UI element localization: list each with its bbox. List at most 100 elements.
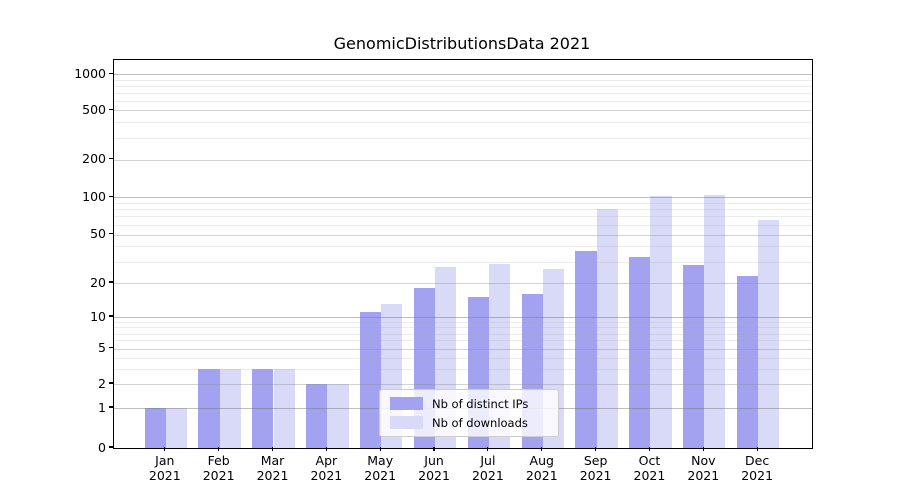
gridline-minor-y-400: [114, 122, 812, 124]
bar-downloads-dec: [758, 220, 780, 448]
x-label-month: Apr: [315, 452, 338, 468]
y-tick-1000: [109, 72, 113, 74]
y-tick-50: [109, 232, 113, 235]
chart-title: GenomicDistributionsData 2021: [333, 34, 591, 53]
gridline-minor-y-600: [114, 100, 812, 102]
gridline-minor-y-3: [114, 369, 812, 371]
gridline-minor-y-8: [114, 327, 812, 329]
x-label-year: 2021: [525, 468, 558, 483]
x-label-month: Aug: [529, 452, 554, 468]
y-tick-500: [109, 108, 113, 110]
x-label-year: 2021: [148, 468, 181, 483]
x-label-month: Jan: [155, 452, 175, 468]
x-label-month: Dec: [745, 452, 770, 468]
x-tick-jul: [487, 447, 489, 451]
legend-swatch-icon: [390, 416, 423, 429]
gridline-minor-y-4: [114, 357, 812, 359]
x-tick-may: [379, 447, 381, 451]
x-tick-label-mar: Mar 2021: [245, 453, 301, 484]
bar-downloads-mar: [273, 369, 295, 448]
y-tick-label-1000: 1000: [74, 65, 106, 81]
gridline-minor-y-90: [114, 202, 812, 204]
x-label-year: 2021: [579, 468, 612, 483]
bar-distinct-ips-mar: [252, 369, 274, 448]
legend-label: Nb of distinct IPs: [432, 396, 529, 411]
bar-distinct-ips-oct: [629, 256, 651, 448]
gridline-y-100: [114, 197, 812, 199]
gridline-y-20: [114, 283, 812, 284]
x-tick-label-jun: Jun 2021: [406, 453, 462, 484]
y-tick-label-10: 10: [90, 308, 106, 324]
x-label-year: 2021: [418, 468, 450, 483]
y-tick-label-2: 2: [98, 375, 106, 391]
bar-distinct-ips-sep: [575, 250, 597, 448]
gridline-y-2: [114, 384, 812, 385]
bar-downloads-nov: [704, 195, 726, 448]
x-tick-nov: [702, 447, 704, 451]
x-label-year: 2021: [310, 468, 343, 483]
x-tick-label-may: May 2021: [352, 453, 408, 484]
y-tick-200: [109, 157, 113, 160]
x-label-month: Sep: [583, 452, 608, 468]
x-label-month: Mar: [260, 452, 285, 468]
x-tick-jan: [164, 447, 166, 451]
x-label-month: Jun: [424, 452, 444, 468]
bar-downloads-sep: [596, 209, 618, 448]
bar-distinct-ips-dec: [736, 275, 759, 448]
x-tick-label-sep: Sep 2021: [568, 453, 624, 484]
bar-distinct-ips-jan: [144, 408, 166, 448]
y-tick-1: [109, 406, 113, 408]
gridline-y-200: [114, 159, 812, 161]
gridline-y-5: [114, 348, 812, 350]
x-label-month: Nov: [691, 452, 716, 468]
bar-distinct-ips-may: [360, 312, 382, 448]
x-tick-mar: [271, 447, 274, 451]
gridline-minor-y-70: [114, 216, 812, 218]
gridline-minor-y-9: [114, 321, 812, 323]
x-tick-label-dec: Dec 2021: [729, 453, 785, 484]
bar-downloads-oct: [650, 196, 672, 448]
x-label-year: 2021: [471, 468, 504, 483]
legend-item-distinct-ips: Nb of distinct IPs: [390, 397, 548, 411]
bar-downloads-apr: [327, 384, 349, 448]
gridline-y-50: [114, 234, 812, 236]
y-tick-0: [109, 446, 113, 448]
gridline-y-500: [114, 110, 812, 112]
y-tick-20: [109, 281, 113, 283]
legend: Nb of distinct IPs Nb of downloads: [379, 389, 559, 437]
gridline-minor-y-300: [114, 137, 812, 139]
y-tick-label-100: 100: [82, 188, 106, 204]
x-tick-dec: [756, 447, 758, 451]
y-tick-label-200: 200: [82, 151, 106, 166]
bar-distinct-ips-apr: [306, 384, 328, 448]
y-tick-label-0: 0: [98, 439, 106, 455]
plot-area: Nb of distinct IPs Nb of downloads: [113, 59, 813, 449]
x-tick-label-oct: Oct 2021: [621, 453, 677, 484]
gridline-minor-y-800: [114, 85, 812, 87]
y-tick-label-5: 5: [98, 340, 106, 355]
y-tick-5: [109, 346, 113, 349]
y-tick-100: [109, 195, 113, 197]
x-tick-label-apr: Apr 2021: [298, 453, 354, 484]
x-tick-feb: [218, 447, 220, 451]
x-label-month: Jul: [480, 452, 496, 468]
gridline-minor-y-30: [114, 261, 812, 263]
gridline-minor-y-60: [114, 224, 812, 226]
x-label-year: 2021: [687, 468, 720, 483]
gridline-minor-y-700: [114, 92, 812, 94]
gridline-y-1000: [114, 74, 812, 76]
x-label-year: 2021: [364, 468, 397, 483]
gridline-minor-y-7: [114, 333, 812, 335]
x-tick-jun: [433, 447, 435, 451]
x-tick-oct: [648, 447, 651, 451]
y-tick-label-1: 1: [98, 399, 106, 415]
gridline-minor-y-40: [114, 246, 812, 248]
gridline-minor-y-6: [114, 340, 812, 342]
x-tick-sep: [595, 447, 597, 451]
x-tick-label-jul: Jul 2021: [460, 453, 516, 484]
x-tick-label-feb: Feb 2021: [191, 453, 247, 484]
x-tick-apr: [325, 447, 327, 451]
bar-downloads-jan: [165, 408, 187, 448]
legend-swatch-icon: [390, 397, 423, 410]
